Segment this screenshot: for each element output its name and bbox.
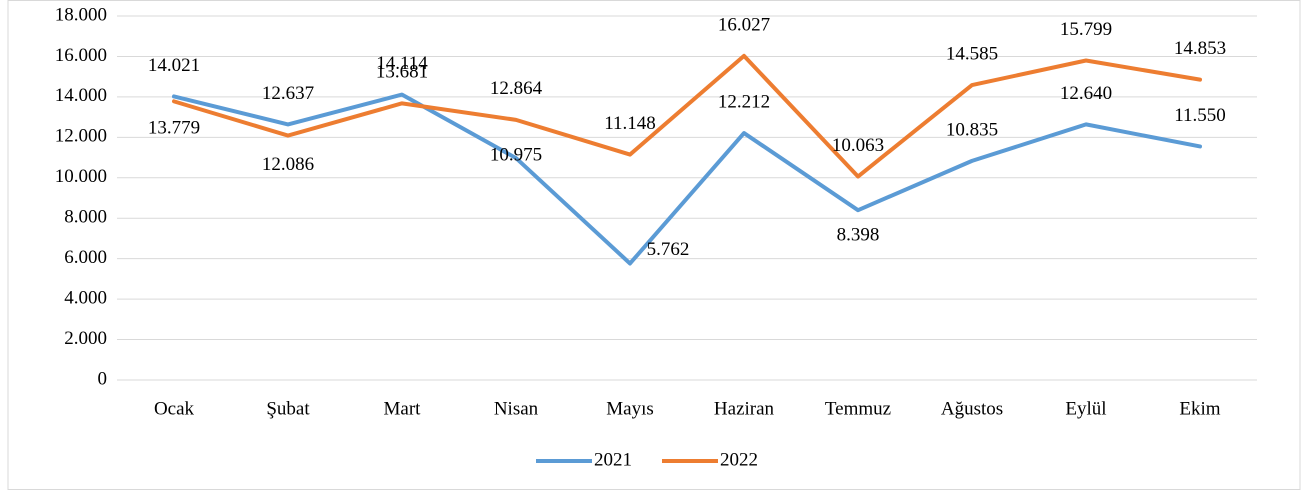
y-tick-label: 12.000 [55, 126, 107, 147]
x-tick-label: Ekim [1179, 398, 1220, 419]
x-tick-label: Ocak [154, 398, 195, 419]
data-label: 12.086 [262, 154, 314, 175]
x-tick-label: Mart [384, 398, 422, 419]
data-label: 14.114 [376, 53, 428, 74]
legend-label: 2022 [720, 449, 758, 470]
data-label: 13.779 [148, 118, 200, 139]
y-tick-label: 16.000 [55, 45, 107, 66]
data-label: 14.585 [946, 43, 998, 64]
data-label: 12.212 [718, 91, 770, 112]
data-label: 10.835 [946, 119, 998, 140]
x-tick-label: Mayıs [606, 398, 654, 419]
data-label: 10.063 [832, 135, 884, 156]
data-label: 15.799 [1060, 19, 1112, 40]
data-label: 11.148 [604, 113, 656, 134]
y-tick-label: 18.000 [55, 4, 107, 25]
data-label: 14.853 [1174, 38, 1226, 59]
data-label: 16.027 [718, 14, 770, 35]
series-line [172, 92, 1202, 266]
data-label: 12.864 [490, 78, 543, 99]
x-tick-label: Ağustos [941, 398, 1003, 419]
x-tick-label: Haziran [714, 398, 775, 419]
x-tick-label: Eylül [1065, 398, 1106, 419]
data-label: 8.398 [837, 225, 880, 246]
y-tick-label: 0 [98, 368, 108, 389]
data-label: 11.550 [1174, 105, 1226, 126]
data-label: 10.975 [490, 144, 542, 165]
y-tick-label: 6.000 [64, 247, 107, 268]
x-tick-label: Temmuz [825, 398, 891, 419]
y-tick-label: 2.000 [64, 328, 107, 349]
x-tick-label: Nisan [494, 398, 539, 419]
series-line [172, 53, 1202, 179]
data-label: 12.637 [262, 83, 314, 104]
legend-label: 2021 [594, 449, 632, 470]
x-tick-label: Şubat [266, 398, 310, 419]
chart-border [7, 0, 1301, 490]
y-tick-label: 4.000 [64, 287, 107, 308]
y-tick-label: 14.000 [55, 85, 107, 106]
y-tick-label: 10.000 [55, 166, 107, 187]
data-label: 5.762 [647, 239, 690, 260]
data-label: 13.681 [376, 62, 428, 83]
y-tick-label: 8.000 [64, 207, 107, 228]
data-label: 12.640 [1060, 83, 1112, 104]
data-label: 14.021 [148, 55, 200, 76]
